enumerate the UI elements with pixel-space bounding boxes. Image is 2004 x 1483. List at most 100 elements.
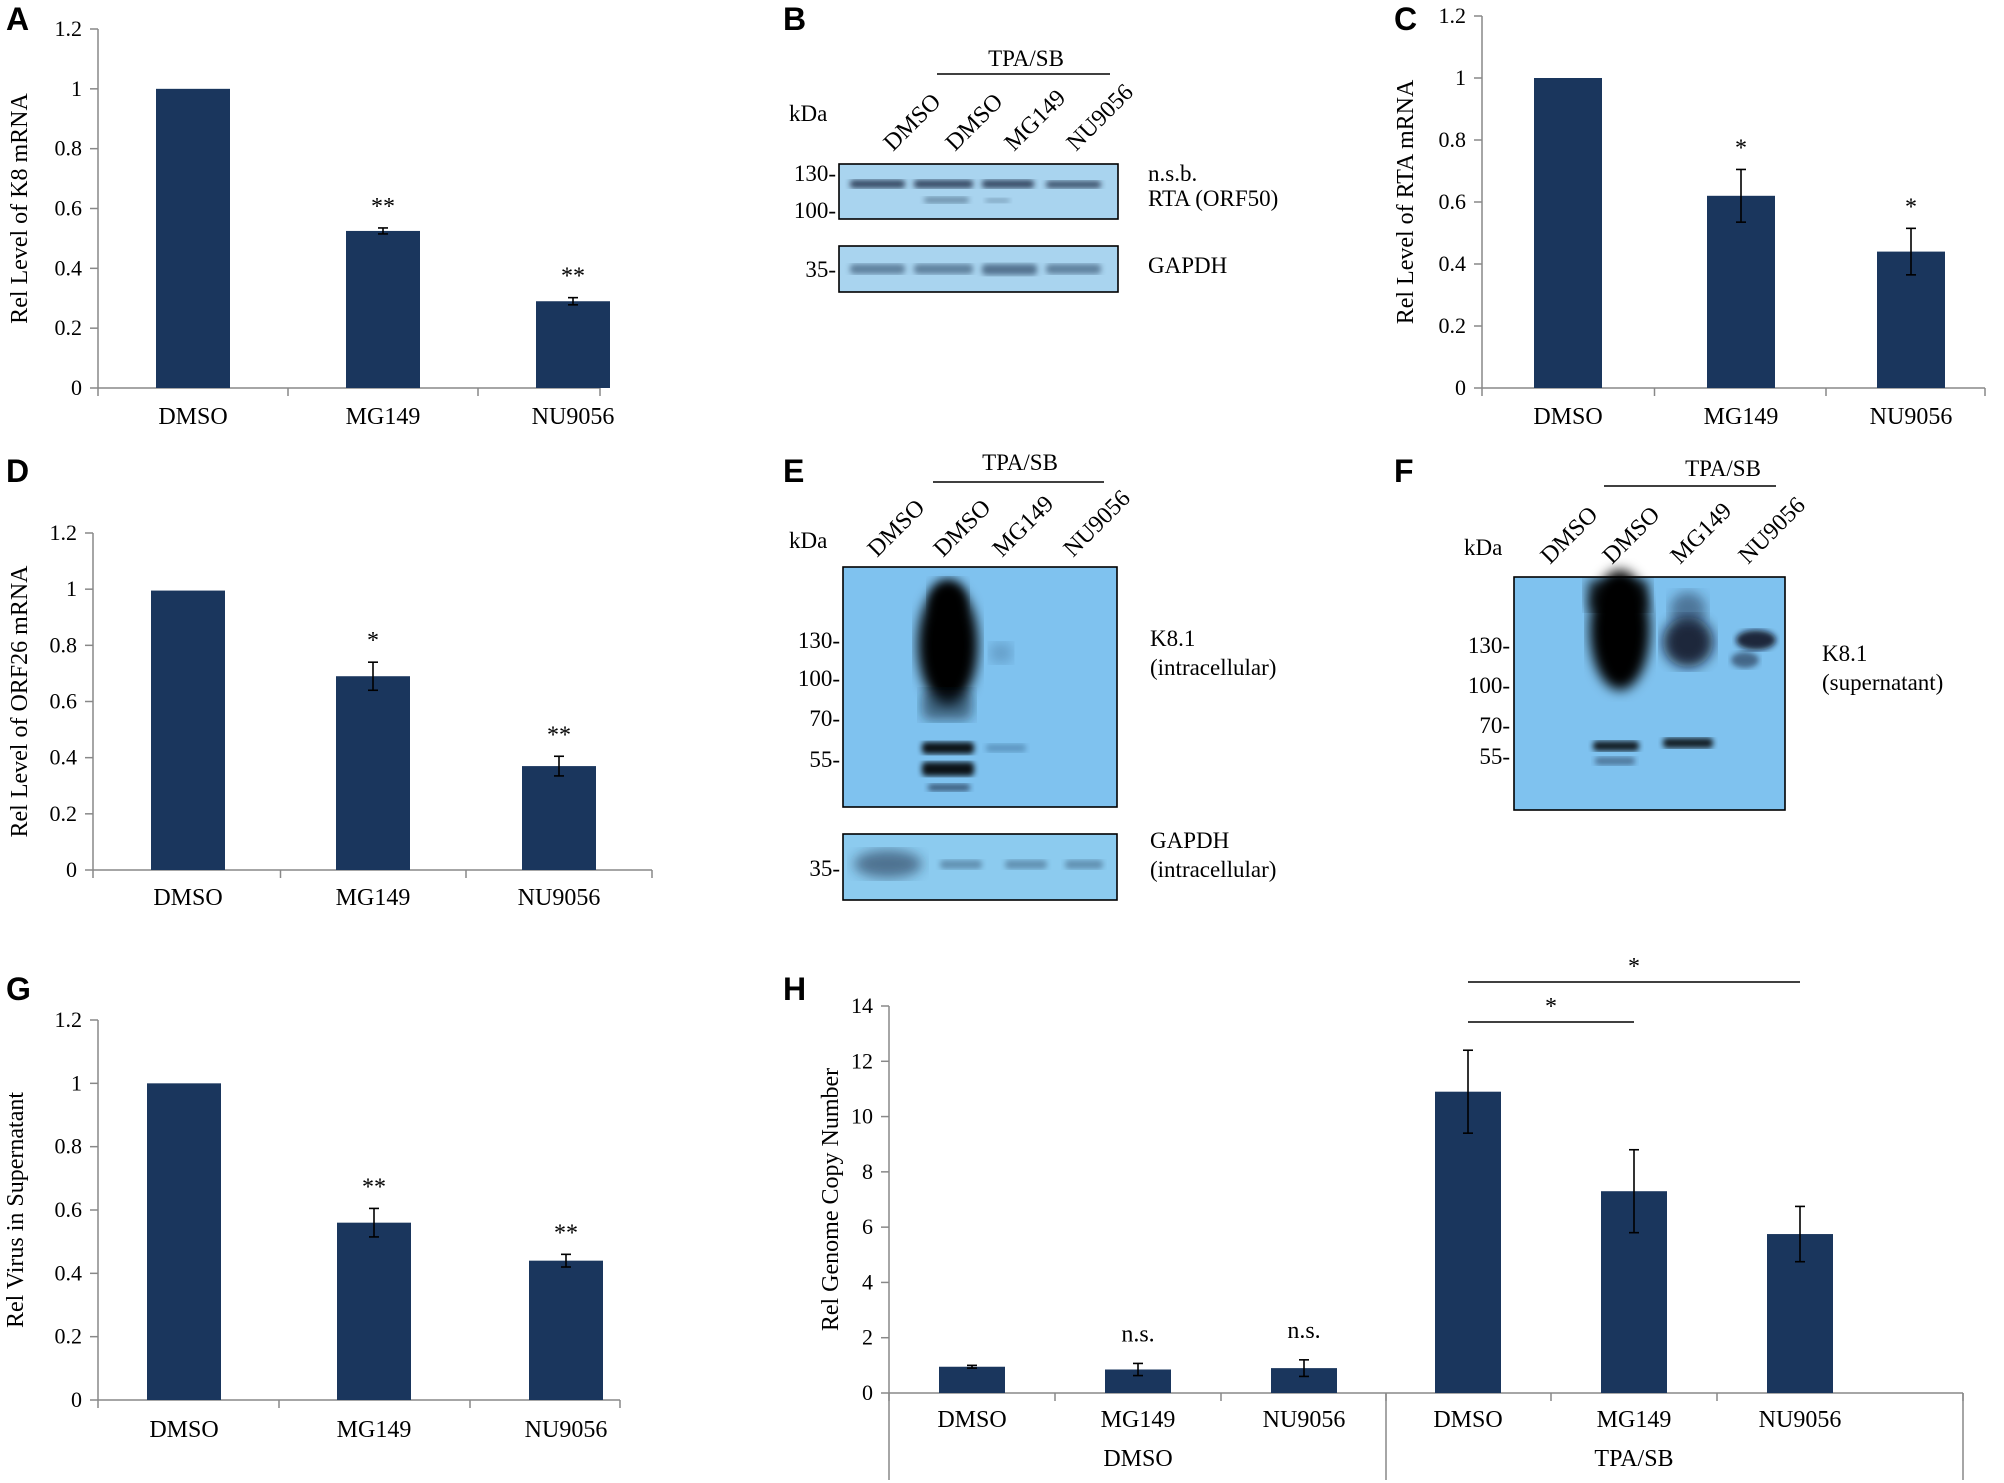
y-tick-label: 6 [862,1214,873,1239]
y-axis-label: Rel Level of K8 mRNA [7,93,33,324]
treatment-label: TPA/SB [1685,456,1761,481]
category-label: NU9056 [525,1417,608,1443]
band-label: K8.1 [1822,641,1867,666]
lane-label: DMSO [929,495,996,562]
y-tick-label: 0.6 [50,689,78,714]
significance-label: n.s. [1287,1318,1320,1344]
band [922,742,974,754]
y-tick-label: 2 [862,1325,873,1350]
y-tick-label: 8 [862,1159,873,1184]
bar [1534,78,1602,388]
y-tick-label: 0.2 [55,1324,83,1349]
category-label: NU9056 [1759,1407,1842,1433]
y-axis-label: Rel Genome Copy Number [818,1068,844,1331]
marker-label: 100- [794,198,836,223]
comparison-label: * [1628,954,1640,980]
y-tick-label: 1 [66,576,77,601]
category-label: MG149 [337,1417,412,1443]
band-label: GAPDH [1150,828,1229,853]
category-label: NU9056 [1263,1407,1346,1433]
bar [536,301,610,388]
marker-label: 100- [798,666,840,691]
bar [147,1083,221,1400]
bar [1435,1091,1501,1393]
lane-label: MG149 [1000,85,1071,156]
kda-label: kDa [1464,535,1502,560]
band [1065,860,1103,869]
marker-label: 130- [1468,633,1510,658]
marker-label: 130- [798,628,840,653]
panel-label-f: F [1394,453,1414,489]
bar [529,1260,603,1400]
y-tick-label: 0 [71,1387,82,1412]
significance-label: ** [371,194,395,220]
y-tick-label: 10 [851,1104,873,1129]
band-label-gapdh: GAPDH [1148,253,1227,278]
category-label: MG149 [1597,1407,1672,1433]
y-tick-label: 0.4 [50,745,78,770]
band [1731,652,1759,668]
chart-c-rta-mrna: 0 0.2 0.4 0.6 0.8 1 1.2 Rel Level of RTA mRNA DM… [1393,3,1986,430]
y-tick-label: 0 [71,375,82,400]
band-label: K8.1 [1150,626,1195,651]
blot-image-k81 [842,566,1118,808]
band [1588,580,1648,610]
y-tick-label: 1.2 [50,520,78,545]
marker-label: 70- [1479,713,1510,738]
band [1663,738,1713,748]
y-tick-label: 1 [71,76,82,101]
y-axis-label: Rel Virus in Supernatant [3,1092,29,1328]
y-tick-label: 0.8 [50,632,78,657]
y-tick-label: 1 [1455,65,1466,90]
group-label: TPA/SB [1594,1446,1673,1472]
lane-label: NU9056 [1734,492,1811,569]
band [854,850,922,878]
bar [346,230,420,388]
y-tick-label: 0.2 [55,315,83,340]
category-label: MG149 [1704,404,1779,430]
panel-label-g: G [6,971,31,1007]
lane-label: DMSO [863,495,930,562]
band [918,585,978,705]
band [940,860,982,869]
panel-label-e: E [783,453,804,489]
band [1595,757,1635,765]
lane-label: MG149 [1666,498,1737,569]
band [922,690,972,720]
y-tick-label: 0.4 [55,255,83,280]
y-tick-label: 0.6 [55,196,83,221]
bar [337,1222,411,1400]
category-label: DMSO [1433,1407,1502,1433]
category-label: DMSO [149,1417,218,1443]
category-label: MG149 [1101,1407,1176,1433]
band [1663,617,1713,667]
marker-label: 55- [809,747,840,772]
band-label: (supernatant) [1822,670,1943,695]
comparison-label: * [1545,994,1557,1020]
band [1046,264,1101,274]
band [850,180,905,188]
lane-label: DMSO [941,89,1008,156]
panel-label-a: A [6,1,29,37]
significance-label: ** [362,1174,386,1200]
band [985,198,1010,203]
bar [156,88,230,388]
y-tick-label: 0.8 [55,1134,83,1159]
kda-label: kDa [789,528,827,553]
marker-label: 35- [809,856,840,881]
y-tick-label: 0.2 [50,801,78,826]
blot-image-k81-sup [1513,576,1786,811]
significance-label: ** [547,722,571,748]
band [986,744,1026,752]
panel-label-d: D [6,453,29,489]
treatment-label: TPA/SB [988,46,1064,71]
band [914,264,973,274]
marker-label: 130- [794,161,836,186]
category-label: DMSO [158,404,227,430]
band [1046,181,1101,188]
band [930,580,966,620]
y-tick-label: 0.6 [55,1197,83,1222]
category-label: MG149 [346,404,421,430]
y-tick-label: 0.4 [55,1260,83,1285]
y-axis-label: Rel Level of ORF26 mRNA [7,565,33,838]
